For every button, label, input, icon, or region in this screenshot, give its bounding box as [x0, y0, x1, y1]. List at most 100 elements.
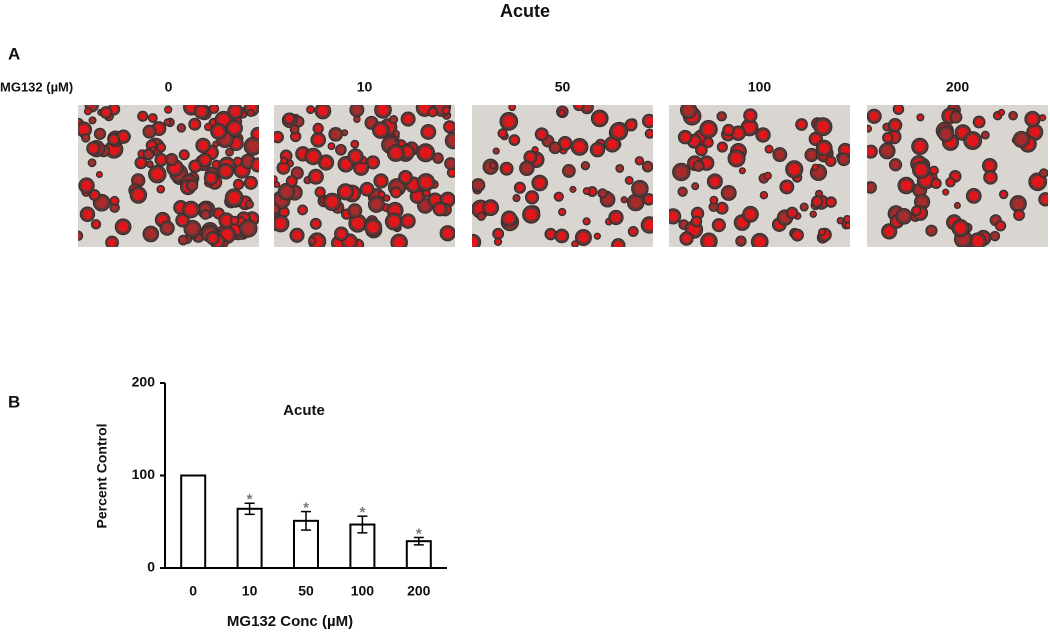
lipid — [107, 238, 117, 247]
lipid — [371, 199, 382, 210]
lipid — [723, 188, 734, 198]
lipid — [111, 204, 118, 211]
lipid — [917, 196, 928, 207]
lipid — [226, 149, 233, 155]
lipid — [133, 176, 143, 185]
lipid — [1012, 198, 1024, 210]
lipid — [337, 146, 345, 154]
bar — [236, 507, 263, 569]
lipid — [931, 167, 937, 174]
lipid — [180, 236, 187, 244]
row-label: MG132 (µM) — [0, 79, 73, 94]
lipid — [494, 149, 499, 154]
lipid — [362, 184, 372, 194]
lipid — [509, 105, 515, 110]
lipid — [766, 146, 772, 152]
lipid — [117, 221, 129, 232]
lipid — [82, 135, 89, 141]
lipid — [442, 194, 453, 205]
lipid — [898, 211, 910, 222]
lipid — [613, 125, 625, 138]
lipid — [572, 241, 578, 247]
lipid — [376, 176, 386, 186]
lipid — [502, 164, 511, 173]
lipid — [915, 164, 927, 176]
lipid — [499, 130, 506, 137]
lipid — [394, 131, 399, 136]
lipid — [537, 130, 546, 139]
lipid — [354, 117, 360, 122]
lipid — [154, 124, 164, 134]
lipid — [607, 139, 618, 150]
lipid — [403, 114, 413, 124]
lipid — [188, 181, 196, 190]
lipid — [293, 169, 302, 177]
lipid — [882, 145, 893, 157]
lipid — [158, 186, 164, 192]
lipid — [210, 105, 218, 112]
lipid — [985, 160, 995, 171]
lipid — [102, 108, 110, 117]
lipid — [761, 192, 767, 198]
lipid — [412, 191, 422, 201]
lipid — [838, 218, 843, 223]
lipid — [813, 165, 818, 170]
lipid — [420, 200, 431, 211]
lipid — [551, 144, 559, 152]
lipid — [423, 127, 434, 137]
lipid — [81, 180, 92, 191]
lipid — [340, 186, 351, 198]
lipid — [972, 235, 984, 247]
lipid — [473, 180, 483, 190]
lipid — [317, 105, 329, 117]
lipid — [514, 195, 519, 201]
lipid — [582, 105, 592, 112]
lipid — [516, 184, 524, 192]
lipid — [955, 203, 960, 208]
micrograph — [274, 105, 455, 247]
lipid — [788, 163, 800, 175]
lipid — [281, 186, 292, 198]
lipid — [997, 222, 1004, 230]
lipid — [275, 218, 287, 229]
y-tick-label: 100 — [132, 466, 156, 482]
lipid — [1010, 112, 1016, 119]
lipid — [242, 222, 254, 235]
lipid — [292, 230, 302, 240]
lipid — [775, 150, 785, 160]
lipid — [599, 190, 606, 197]
lipid — [230, 106, 241, 117]
lipid — [947, 179, 954, 186]
error-bar — [301, 510, 311, 531]
lipid — [1031, 176, 1044, 188]
lipid — [801, 204, 807, 210]
lipid — [311, 171, 321, 182]
lipid — [377, 105, 389, 116]
lipid — [634, 183, 646, 195]
lipid — [229, 122, 240, 134]
lipid — [683, 105, 694, 116]
lipid — [402, 147, 413, 157]
lipid — [132, 189, 144, 201]
x-tick-label: 50 — [298, 583, 314, 599]
lipid — [419, 105, 431, 114]
lipid — [147, 161, 153, 167]
lipid — [816, 191, 822, 197]
lipid — [719, 143, 726, 151]
lipid — [525, 208, 537, 221]
lipid — [697, 146, 706, 154]
column-label: 100 — [748, 79, 772, 95]
lipid — [367, 118, 376, 128]
lipid — [205, 124, 211, 130]
lipid — [952, 113, 960, 121]
lipid — [97, 172, 102, 177]
lipid — [693, 209, 702, 218]
lipid — [291, 126, 298, 133]
lipid — [435, 204, 445, 214]
lipid — [165, 107, 171, 113]
lipid — [309, 238, 315, 244]
significance-mark: * — [247, 491, 253, 508]
lipid — [312, 220, 320, 228]
lipid — [679, 188, 686, 195]
